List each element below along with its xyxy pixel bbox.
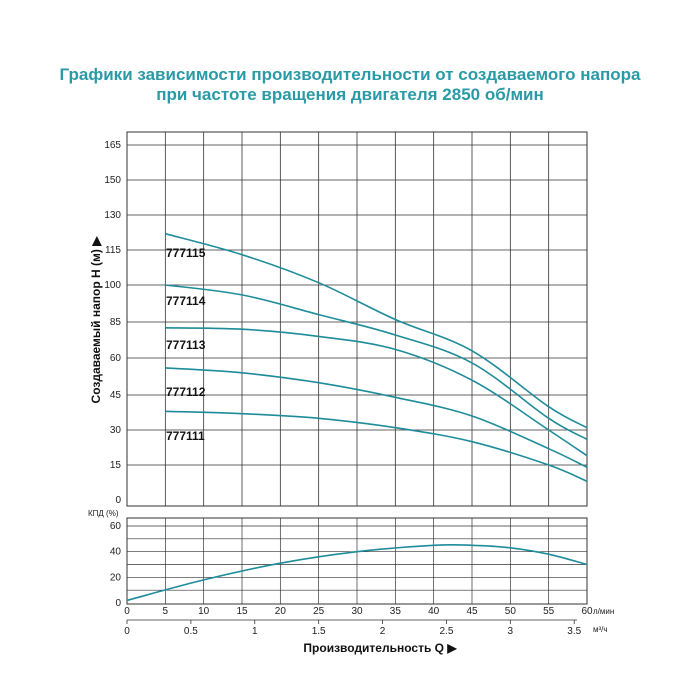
curve-label-777112: 777112	[166, 385, 206, 399]
eff-y-tick-label: 40	[110, 547, 122, 558]
x-unit-m3h: м³/ч	[593, 625, 608, 634]
eff-y-axis-label: КПД (%)	[88, 509, 119, 518]
eff-y-tick-label: 20	[110, 572, 122, 583]
head-curve-777114	[165, 284, 588, 441]
head-y-tick-label: 130	[104, 210, 121, 221]
head-y-tick-label: 45	[110, 390, 122, 401]
curve-label-777113: 777113	[166, 338, 206, 352]
x-tick-label-lmin: 60	[581, 606, 593, 617]
x-tick-label-lmin: 20	[275, 606, 287, 617]
curve-label-777115: 777115	[166, 246, 206, 260]
head-y-tick-label: 165	[104, 140, 121, 151]
head-y-tick-label: 15	[110, 460, 122, 471]
head-curve-777112	[165, 367, 588, 469]
curve-label-777114: 777114	[166, 294, 206, 308]
x-tick-label-lmin: 5	[163, 606, 169, 617]
x-tick-label-m3h: 2	[380, 626, 386, 637]
head-y-tick-label: 100	[104, 280, 121, 291]
chart-title-line1: Графики зависимости производительности о…	[59, 65, 641, 84]
head-y-tick-label: 60	[110, 353, 122, 364]
x-axis-label: Производительность Q ▶	[303, 641, 457, 655]
head-curve-777111	[165, 410, 588, 483]
x-tick-label-lmin: 55	[543, 606, 555, 617]
head-y-tick-label: 115	[105, 245, 121, 256]
x-tick-label-lmin: 30	[351, 606, 363, 617]
head-y-tick-label: 150	[104, 175, 121, 186]
eff-y-tick-label: 0	[115, 598, 121, 609]
x-tick-label-m3h: 3.5	[567, 626, 581, 637]
x-tick-label-m3h: 1	[252, 626, 258, 637]
chart-title-line2: при частоте вращения двигателя 2850 об/м…	[156, 85, 544, 104]
head-y-tick-label: 0	[115, 495, 121, 506]
x-tick-label-lmin: 0	[124, 606, 130, 617]
head-y-tick-label: 30	[110, 425, 122, 436]
x-tick-label-m3h: 1.5	[312, 626, 326, 637]
x-tick-label-lmin: 25	[313, 606, 325, 617]
head-curve-777113	[165, 327, 588, 457]
x-tick-label-lmin: 35	[390, 606, 402, 617]
x-tick-label-lmin: 45	[466, 606, 478, 617]
curve-label-777111: 777111	[166, 429, 205, 443]
head-y-axis-label: Создаваемый напор H (м) ▶	[89, 236, 103, 404]
x-tick-label-lmin: 40	[428, 606, 440, 617]
head-y-tick-label: 85	[110, 317, 122, 328]
x-tick-label-lmin: 10	[198, 606, 210, 617]
x-tick-label-m3h: 3	[508, 626, 514, 637]
x-tick-label-lmin: 50	[505, 606, 517, 617]
head-curve-777115	[165, 232, 588, 429]
x-tick-label-m3h: 2.5	[439, 626, 453, 637]
x-unit-lmin: л/мин	[593, 607, 614, 616]
x-tick-label-lmin: 15	[236, 606, 248, 617]
x-tick-label-m3h: 0.5	[184, 626, 198, 637]
efficiency-curve	[126, 543, 588, 602]
eff-y-tick-label: 60	[110, 521, 122, 532]
x-tick-label-m3h: 0	[124, 626, 130, 637]
